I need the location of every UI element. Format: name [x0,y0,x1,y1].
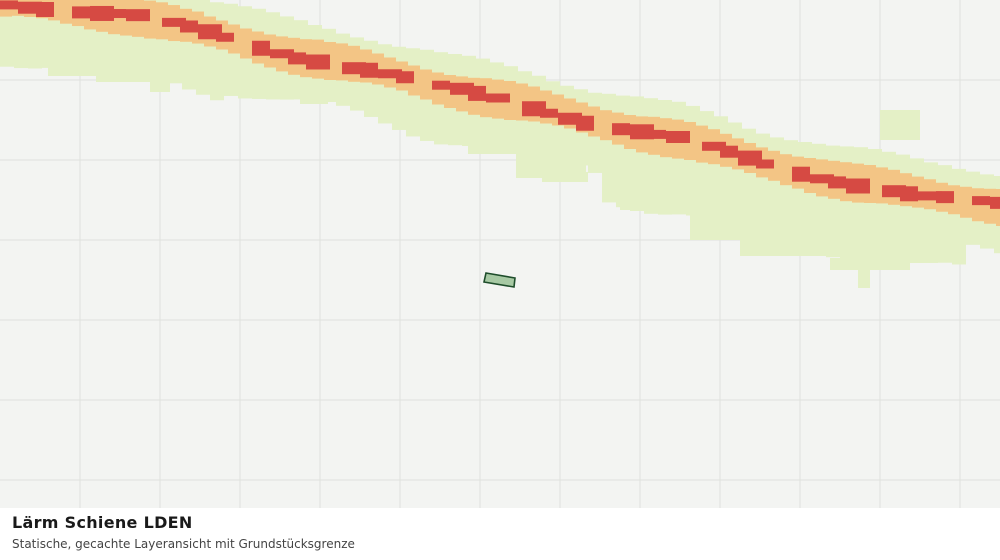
noise-cell-high [540,108,558,118]
noise-cell-high [36,2,54,17]
noise-cell-high [162,17,186,27]
noise-cell-low [602,93,616,203]
noise-cell-high [702,141,726,151]
property-parcel[interactable] [483,272,516,288]
noise-cell-high [648,129,666,139]
noise-cell-high [396,71,414,84]
noise-cell-high [972,196,990,206]
noise-cell-high [306,54,330,70]
noise-cell-low [468,132,558,154]
noise-cell-low [880,110,920,140]
noise-cell-high [792,166,810,182]
noise-cell-high [990,196,1000,209]
noise-cell-high [252,40,270,56]
noise-cell-low [440,120,476,140]
noise-cell-low [300,94,328,104]
noise-cell-high [180,20,198,33]
noise-cell-mid [420,69,432,100]
noise-cell-high [828,176,846,189]
map-canvas [0,0,1000,508]
noise-cell-low [150,80,170,92]
noise-cell-high [900,186,918,202]
map-view[interactable] [0,0,1000,508]
noise-cell-high [666,131,690,143]
noise-cell-high [720,145,738,158]
noise-cell-high [756,159,774,169]
noise-cell-high [378,69,402,79]
noise-cell-mid [960,186,972,218]
noise-cell-high [432,80,450,90]
noise-cell-mid [780,154,792,186]
noise-zone-high [0,0,1000,209]
noise-cell-high [270,49,294,59]
noise-cell-high [468,85,486,101]
noise-cell-high [126,9,150,22]
noise-cell-high [918,191,942,201]
layer-subtitle: Statische, gecachte Layeransicht mit Gru… [12,537,355,551]
noise-cell-high [288,52,306,65]
noise-cell-high [360,62,378,78]
layer-title: Lärm Schiene LDEN [12,513,193,532]
noise-cell-high [0,0,18,10]
noise-cell-high [486,93,510,103]
noise-cell-high [72,6,90,19]
noise-cell-low [830,258,910,270]
noise-cell-mid [60,0,72,24]
noise-cell-low [690,200,930,240]
noise-cell-high [576,115,594,131]
noise-cell-high [936,191,954,204]
noise-cell-high [216,32,234,42]
noise-cell-high [612,123,630,136]
noise-cell-high [846,178,870,194]
noise-cell-low [542,172,588,182]
noise-cell-mid [336,43,348,81]
noise-cell-high [108,9,126,19]
noise-cell-high [342,62,366,75]
noise-cell-low [858,270,870,288]
noise-cell-mid [240,28,252,59]
noise-cell-low [940,236,1000,244]
noise-cell-low [740,236,920,256]
noise-cell-low [96,62,226,82]
noise-cell-high [810,174,834,184]
map-caption: Lärm Schiene LDEN Statische, gecachte La… [0,508,1000,560]
noise-cell-mid [600,110,612,141]
